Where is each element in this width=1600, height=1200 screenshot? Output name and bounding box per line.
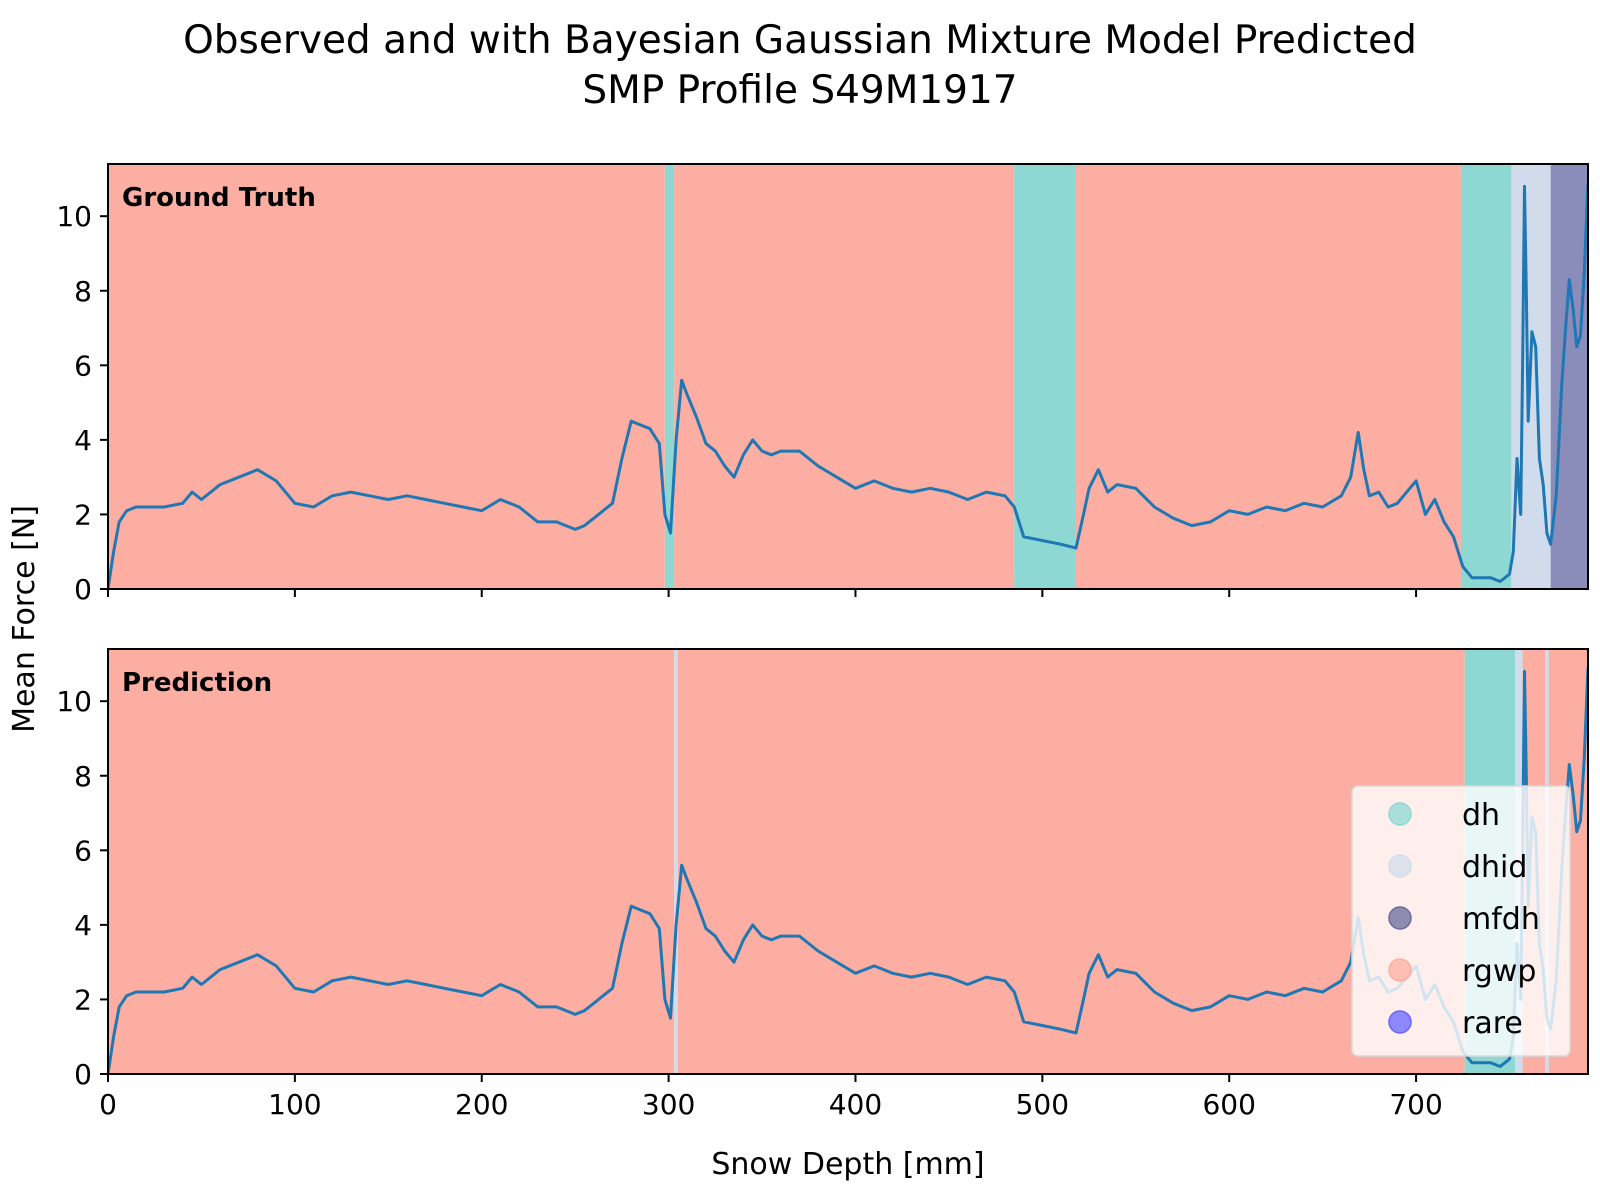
prediction-y-ticks: 0 2 4 6 8 10: [56, 685, 108, 1091]
ground-truth-panel-label: Ground Truth: [122, 183, 316, 213]
prediction-axes-frame: [107, 648, 1589, 1075]
panel-ground-truth: Ground Truth 0 2 4 6 8 10: [56, 163, 1589, 606]
ground-truth-ytick-label: 10: [56, 200, 92, 233]
prediction-band-rgwp-0: [108, 649, 675, 1074]
prediction-band-dhid-1: [674, 649, 678, 1074]
legend-label-rare: rare: [1462, 1006, 1523, 1041]
prediction-xtick-label: 400: [829, 1088, 882, 1121]
ground-truth-ytick-label: 2: [74, 498, 92, 531]
prediction-panel-label: Prediction: [122, 668, 272, 698]
legend-marker-mfdh: [1388, 906, 1412, 930]
legend-label-dhid: dhid: [1462, 850, 1527, 885]
prediction-ytick-label: 8: [74, 760, 92, 793]
ground-truth-x-ticks: [107, 589, 1418, 597]
ground-truth-band-rgwp-4: [1075, 164, 1461, 589]
legend-label-rgwp: rgwp: [1462, 954, 1536, 989]
legend-label-dh: dh: [1462, 798, 1500, 833]
prediction-xtick-label: 200: [455, 1088, 508, 1121]
x-axis-label: Snow Depth [mm]: [711, 1147, 984, 1182]
ground-truth-layer-bands: [108, 164, 1588, 589]
legend: dh dhid mfdh rgwp rare: [1351, 785, 1571, 1057]
ground-truth-band-dh-3: [1014, 164, 1076, 589]
legend-marker-dhid: [1388, 854, 1412, 878]
legend-label-mfdh: mfdh: [1462, 902, 1540, 937]
ground-truth-band-rgwp-0: [108, 164, 665, 589]
ground-truth-ytick-label: 8: [74, 275, 92, 308]
legend-marker-rgwp: [1388, 958, 1412, 982]
chart-title-line1: Observed and with Bayesian Gaussian Mixt…: [183, 18, 1417, 63]
chart-title-line2: SMP Profile S49M1917: [582, 68, 1018, 113]
prediction-ytick-label: 6: [74, 834, 92, 867]
ground-truth-axes-frame: [107, 163, 1589, 590]
ground-truth-ytick-label: 6: [74, 349, 92, 382]
legend-box: [1351, 785, 1571, 1057]
prediction-band-rgwp-2: [677, 649, 1465, 1074]
ground-truth-band-dh-5: [1460, 164, 1512, 589]
ground-truth-force-line: [108, 182, 1588, 589]
legend-marker-dh: [1388, 802, 1412, 826]
y-axis-label: Mean Force [N]: [7, 505, 42, 733]
prediction-ytick-label: 0: [74, 1058, 92, 1091]
prediction-xtick-label: 500: [1016, 1088, 1069, 1121]
ground-truth-ytick-label: 4: [74, 424, 92, 457]
legend-marker-rare: [1388, 1010, 1412, 1034]
ground-truth-ytick-label: 0: [74, 573, 92, 606]
ground-truth-band-rgwp-2: [674, 164, 1015, 589]
prediction-ytick-label: 10: [56, 685, 92, 718]
prediction-xtick-label: 0: [99, 1088, 117, 1121]
prediction-xtick-label: 600: [1202, 1088, 1255, 1121]
prediction-xtick-label: 700: [1389, 1088, 1442, 1121]
prediction-xtick-label: 100: [268, 1088, 321, 1121]
ground-truth-y-ticks: 0 2 4 6 8 10: [56, 200, 108, 606]
prediction-ytick-label: 4: [74, 909, 92, 942]
ground-truth-band-mfdh-7: [1550, 164, 1588, 589]
prediction-x-ticks: 0 100 200 300 400 500 600 700: [99, 1074, 1443, 1121]
ground-truth-band-dh-1: [664, 164, 675, 589]
prediction-xtick-label: 300: [642, 1088, 695, 1121]
prediction-ytick-label: 2: [74, 983, 92, 1016]
